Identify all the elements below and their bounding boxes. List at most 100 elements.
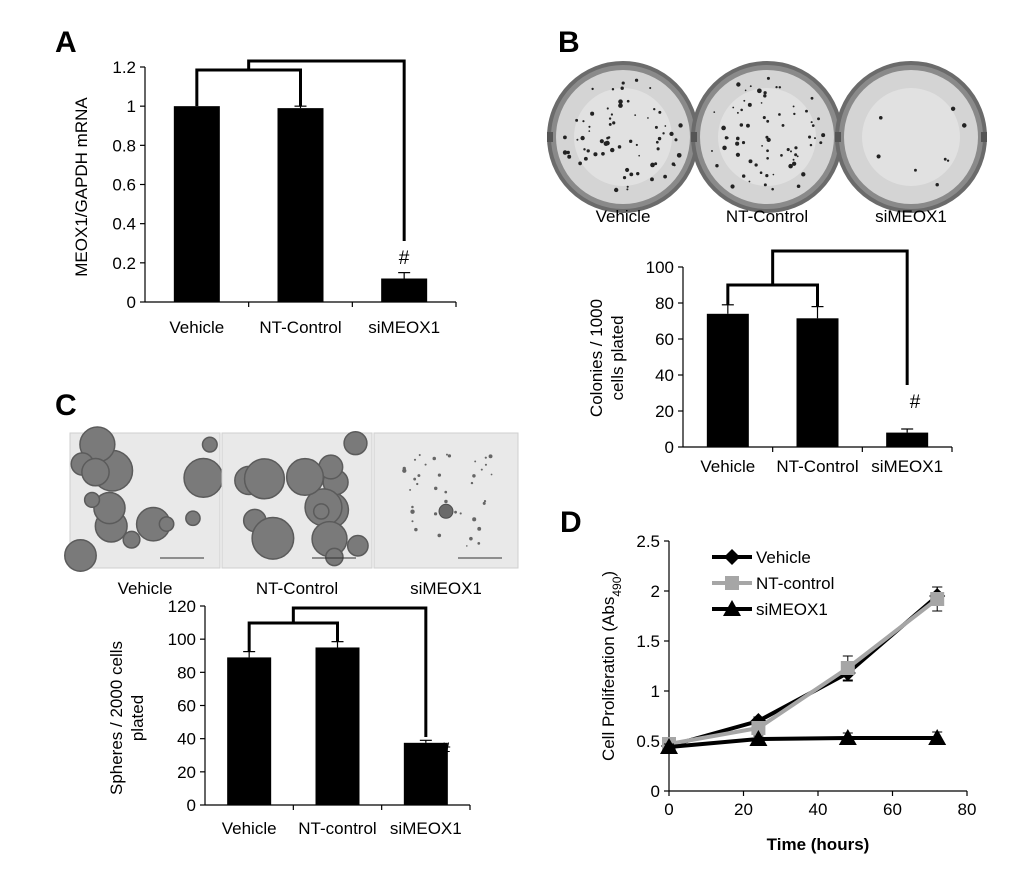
colony [618, 99, 623, 104]
x-tick-label: 0 [664, 800, 673, 819]
significance-bracket [771, 249, 909, 385]
series-line [668, 736, 938, 749]
colony [722, 145, 727, 151]
cell-debris [477, 542, 481, 545]
colony [715, 163, 719, 168]
x-tick-label: NT-Control [776, 457, 858, 476]
x-tick-label: siMEOX1 [871, 457, 943, 476]
colony [735, 136, 740, 141]
cell-debris [480, 468, 483, 471]
cell-debris [447, 454, 452, 458]
sphere [183, 457, 224, 499]
data-point [749, 730, 768, 746]
colony [778, 113, 781, 116]
dish-notch [835, 132, 841, 142]
comparison-bracket [195, 68, 302, 107]
colony [625, 167, 630, 173]
y-tick-label: 0.5 [636, 732, 660, 751]
colony [808, 135, 812, 139]
colony [636, 171, 640, 176]
x-tick-label: NT-control [298, 819, 376, 838]
colony [766, 137, 771, 143]
colony [786, 147, 790, 152]
colony [743, 99, 746, 102]
sphere [64, 539, 97, 572]
sphere-label-simeox1: siMEOX1 [410, 579, 482, 598]
colony [629, 139, 633, 144]
x-tick-label: 20 [734, 800, 753, 819]
colony [674, 138, 678, 142]
chart-d-ylabel-main: Cell Proliferation (Abs [599, 597, 618, 761]
colony [794, 153, 798, 157]
colony [582, 120, 585, 123]
colony [673, 163, 676, 167]
y-tick-label: 0 [127, 293, 136, 312]
colony [811, 124, 815, 127]
colony [792, 161, 797, 166]
sphere [312, 503, 330, 520]
colony [821, 133, 826, 138]
cell-debris [409, 488, 412, 491]
colony [618, 103, 623, 108]
panel-label-c: C [55, 389, 77, 422]
colony [946, 159, 950, 162]
colony [805, 109, 808, 113]
cell-debris [484, 463, 487, 466]
bar [277, 108, 324, 302]
chart-b-ylabel-line1: Colonies / 1000 [587, 299, 606, 417]
bar [796, 318, 839, 447]
bar [381, 278, 428, 302]
cell-debris [416, 482, 419, 486]
colony [647, 117, 649, 119]
colony [772, 173, 775, 176]
sphere-label-vehicle: Vehicle [118, 579, 173, 598]
y-tick-label: 40 [177, 730, 196, 749]
data-point [930, 592, 945, 606]
y-tick-label: 0.4 [112, 215, 136, 234]
bar [227, 657, 272, 805]
dish-notch [981, 132, 987, 142]
colony [621, 81, 625, 85]
colony [778, 86, 782, 89]
x-tick-label: 60 [883, 800, 902, 819]
colony [735, 141, 740, 146]
colony [649, 87, 652, 90]
colony [575, 118, 579, 122]
colony [671, 132, 674, 136]
colony [676, 152, 682, 158]
colony [606, 107, 609, 110]
colony [780, 154, 783, 157]
colony [664, 125, 667, 127]
colony [626, 188, 629, 191]
cell-debris [483, 499, 487, 503]
colony [775, 85, 778, 89]
colony [678, 123, 683, 128]
chart-b-axes: 0 20 40 60 80 100 Vehicle NT-Control siMEOX1 [646, 249, 953, 476]
sphere [93, 491, 126, 525]
cell-debris [413, 458, 417, 461]
sphere [243, 458, 286, 500]
colony [662, 132, 665, 135]
colony [601, 151, 605, 156]
colony [591, 87, 594, 91]
colony [876, 154, 881, 159]
y-tick-label: 1.5 [636, 632, 660, 651]
colony [810, 121, 813, 124]
colony [746, 123, 750, 128]
cell-debris [410, 509, 415, 514]
colony [626, 185, 629, 188]
sphere [158, 516, 175, 532]
colony [655, 140, 659, 144]
legend-label: NT-control [756, 574, 834, 593]
colony [586, 149, 590, 153]
chart-b-significance: # [910, 392, 921, 413]
colony [622, 175, 627, 180]
x-tick-label: 40 [809, 800, 828, 819]
colony [761, 144, 763, 147]
cell-debris [459, 512, 462, 515]
comparison-bracket [726, 283, 819, 307]
y-tick-label: 1 [127, 97, 136, 116]
x-tick-label: Vehicle [169, 318, 224, 337]
chart-b-ylabel-line2: cells plated [608, 315, 627, 400]
